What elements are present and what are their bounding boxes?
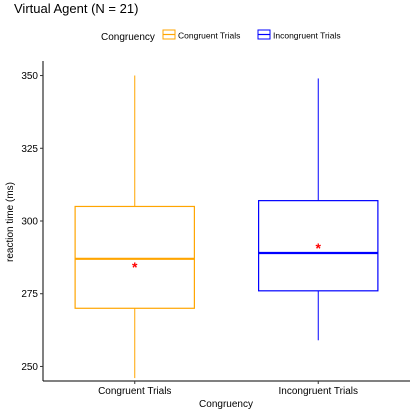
legend-label: Incongruent Trials (273, 31, 341, 41)
legend: Congruency Congruent Trials Incongruent T… (101, 29, 341, 43)
legend-entry: Congruent Trials (162, 29, 240, 41)
box-group: * (258, 78, 379, 341)
chart-title: Virtual Agent (N = 21) (14, 1, 138, 16)
x-tick-label: Incongruent Trials (279, 386, 359, 397)
mean-marker: * (132, 259, 138, 275)
legend-entry: Incongruent Trials (257, 29, 341, 41)
y-tick-label: 300 (21, 217, 38, 228)
plot-area: 250 275 300 325 350 Congruent Trials Incongrue… (21, 61, 410, 397)
y-tick-label: 250 (21, 362, 38, 373)
x-tick-label: Congruent Trials (98, 386, 171, 397)
mean-marker: * (316, 240, 322, 256)
y-axis-title: reaction time (ms) (5, 182, 16, 262)
box (258, 200, 379, 292)
y-tick-label: 325 (21, 144, 38, 155)
legend-label: Congruent Trials (178, 31, 240, 41)
box (74, 205, 195, 309)
x-axis-title: Congruency (199, 399, 253, 410)
legend-title: Congruency (101, 32, 155, 43)
y-tick-label: 350 (21, 71, 38, 82)
y-tick-label: 275 (21, 289, 38, 300)
box-group: * (74, 75, 195, 379)
